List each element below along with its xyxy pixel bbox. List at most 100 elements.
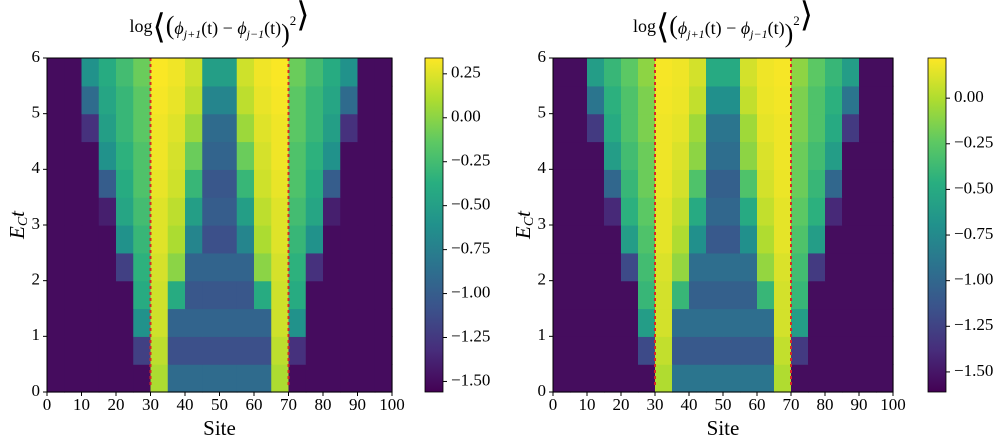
heatmap-cell	[323, 336, 341, 365]
colorbar-tick-label: −1.00	[451, 282, 490, 301]
heatmap-cell	[150, 113, 169, 143]
heatmap-cell	[604, 336, 622, 365]
y-tick-label: 1	[32, 325, 41, 344]
heatmap-cell	[116, 364, 134, 393]
heatmap-cell	[202, 197, 221, 226]
heatmap-cell	[638, 85, 656, 115]
heatmap-cell	[791, 225, 809, 254]
title-part: ϕ	[237, 18, 246, 38]
heatmap-cell	[876, 336, 894, 365]
title-part: )	[281, 19, 290, 48]
heatmap-cell	[116, 308, 134, 337]
heatmap-cell	[374, 141, 393, 170]
heatmap-cell	[236, 113, 255, 143]
panel: 0 10 20 30 40 50 60 70 80 90 100 0 1 2 3 4 5 6 Site ECt log⟨…	[511, 0, 994, 440]
heatmap-cell	[219, 308, 238, 337]
heatmap-cell	[842, 113, 860, 143]
heatmap-cell	[842, 280, 860, 310]
heatmap-cell	[305, 197, 324, 226]
heatmap-cell	[689, 197, 707, 226]
heatmap-cell	[64, 113, 83, 143]
heatmap-cell	[340, 364, 359, 393]
heatmap-cell	[791, 280, 809, 310]
heatmap-cell	[774, 252, 792, 282]
x-tick-label: 80	[817, 395, 834, 414]
panel: 0 10 20 30 40 50 60 70 80 90 100 0 1 2 3 4 5 6 Site ECt log⟨…	[5, 0, 491, 440]
heatmap-cell	[672, 85, 690, 115]
heatmap-cell	[587, 141, 605, 170]
heatmap-cell	[357, 58, 376, 87]
colorbar-tick-label: 0.00	[451, 107, 481, 126]
heatmap-cell	[150, 141, 169, 170]
heatmap-cell	[374, 225, 393, 254]
heatmap-cell	[553, 141, 571, 170]
heatmap-cell	[706, 280, 724, 310]
heatmap-cell	[655, 113, 673, 143]
heatmap-cell	[740, 141, 758, 170]
heatmap-cell	[271, 225, 290, 254]
heatmap-cell	[271, 252, 290, 282]
heatmap-cell	[638, 197, 656, 226]
heatmap-cell	[219, 169, 238, 198]
heatmap-cell	[185, 336, 203, 365]
heatmap-cell	[288, 252, 307, 282]
heatmap-cell	[774, 280, 792, 310]
heatmap-cell	[236, 308, 255, 337]
heatmap-cell	[757, 85, 775, 115]
heatmap-cell	[553, 113, 571, 143]
heatmap-cell	[288, 141, 307, 170]
x-tick-label: 30	[142, 395, 159, 414]
x-tick-label: 40	[177, 395, 194, 414]
heatmap-cell	[825, 113, 843, 143]
heatmap-cell	[254, 336, 272, 365]
heatmap-cell	[254, 280, 272, 310]
heatmap-cell	[167, 225, 186, 254]
heatmap-cell	[842, 85, 860, 115]
heatmap-cell	[288, 58, 307, 87]
heatmap-cell	[876, 252, 894, 282]
heatmap-cell	[340, 308, 359, 337]
heatmap-cell	[116, 169, 134, 198]
heatmap-cell	[757, 336, 775, 365]
heatmap-cell	[570, 364, 588, 393]
y-axis-label: ECt	[5, 210, 31, 240]
x-tick-label: 60	[246, 395, 263, 414]
heatmap-cell	[791, 169, 809, 198]
heatmap-cell	[740, 58, 758, 87]
heatmap-cell	[706, 336, 724, 365]
heatmap-cell	[150, 308, 169, 337]
heatmap-cell	[587, 308, 605, 337]
heatmap-cell	[706, 169, 724, 198]
heatmap-cell	[81, 141, 100, 170]
heatmap-cell	[757, 252, 775, 282]
y-tick-label: 2	[538, 270, 547, 289]
heatmap-cell	[757, 308, 775, 337]
heatmap-cell	[98, 169, 117, 198]
heatmap-cell	[740, 336, 758, 365]
y-axis-label-part: t	[5, 210, 29, 217]
heatmap-cell	[706, 225, 724, 254]
colorbar	[424, 57, 444, 393]
x-axis-label: Site	[203, 416, 236, 440]
heatmap-cell	[254, 169, 272, 198]
heatmap-cell	[202, 225, 221, 254]
heatmap-cell	[859, 336, 877, 365]
colorbar-tick-label: −1.25	[954, 315, 993, 334]
heatmap-cell	[185, 113, 203, 143]
heatmap-cell	[116, 280, 134, 310]
heatmap-cell	[570, 308, 588, 337]
heatmap-cell	[340, 141, 359, 170]
x-tick-label: 90	[349, 395, 366, 414]
heatmap-cell	[757, 280, 775, 310]
heatmap-cell	[116, 225, 134, 254]
heatmap-cell	[133, 141, 152, 170]
heatmap-cell	[876, 141, 894, 170]
heatmap-cell	[323, 141, 341, 170]
heatmap-cell	[47, 308, 65, 337]
heatmap-cell	[374, 58, 393, 87]
colorbar-tick-label: 0.00	[954, 87, 984, 106]
title-part: j−1	[245, 27, 264, 41]
heatmap-cell	[185, 225, 203, 254]
heatmap-cell	[689, 225, 707, 254]
heatmap-cell	[638, 280, 656, 310]
